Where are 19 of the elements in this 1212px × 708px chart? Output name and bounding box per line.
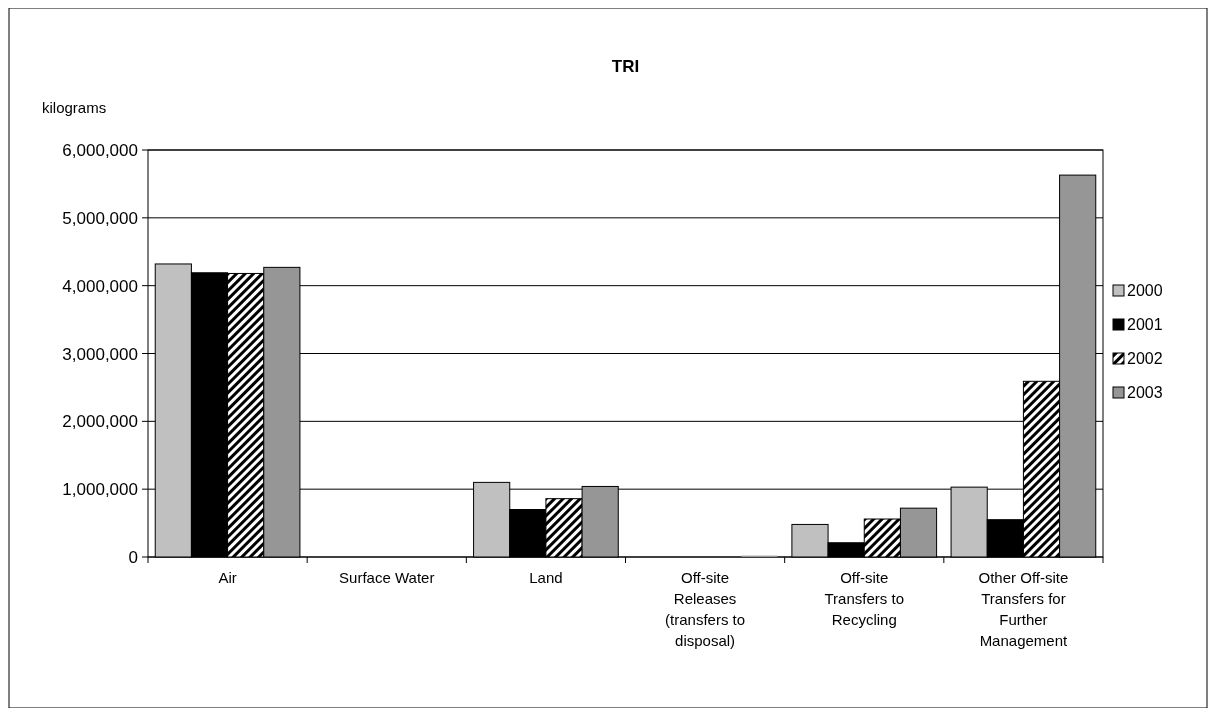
y-axis-title: kilograms <box>42 99 107 116</box>
x-tick-label: Surface Water <box>339 569 435 586</box>
x-tick-label: Air <box>218 569 237 586</box>
y-tick-label: 6,000,000 <box>62 141 138 160</box>
x-tick-label: Other Off-site Transfers for Further Management <box>978 569 1069 649</box>
y-tick-label: 1,000,000 <box>62 480 138 500</box>
legend-label: 2002 <box>1127 350 1163 367</box>
x-tick-label: Land <box>529 569 563 586</box>
y-tick-label: 3,000,000 <box>62 344 138 364</box>
legend-label: 2001 <box>1127 316 1163 333</box>
x-tick-label: Off-site Releases (transfers to disposal) <box>665 569 746 649</box>
y-tick-label: 0 <box>128 548 138 567</box>
y-tick-label: 4,000,000 <box>62 276 138 296</box>
chart-title: TRI <box>611 57 640 76</box>
legend-label: 2000 <box>1127 282 1163 299</box>
y-tick-label: 2,000,000 <box>62 412 138 432</box>
y-tick-label: 5,000,000 <box>62 208 138 228</box>
x-tick-label: Off-site Transfers to Recycling <box>824 569 904 628</box>
legend-label: 2003 <box>1127 384 1163 401</box>
